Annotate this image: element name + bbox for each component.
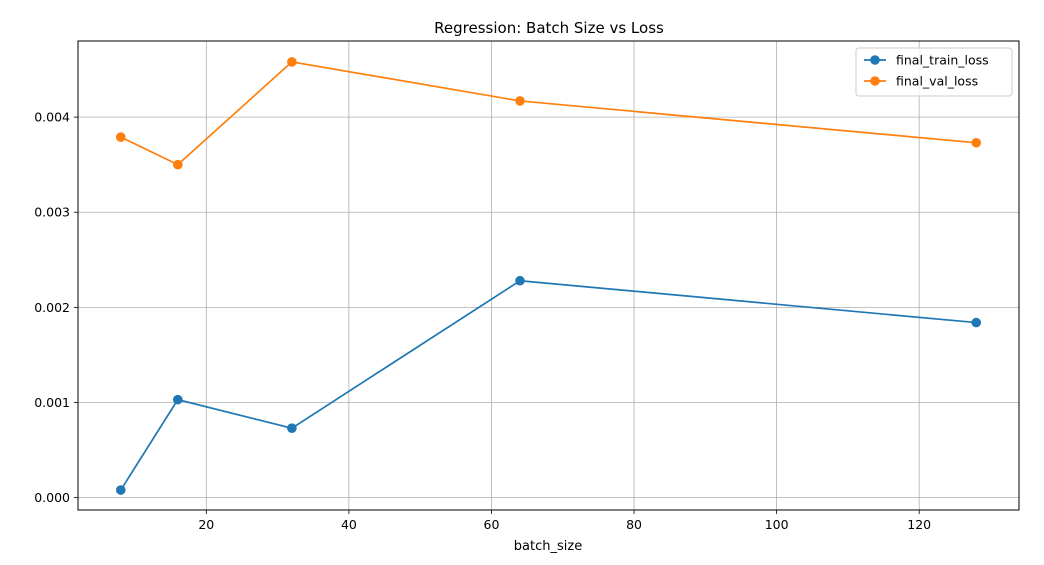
data-point [515,275,525,286]
x-tick-label: 40 [341,517,357,532]
data-point [173,394,183,405]
series-final_val_loss [115,57,982,170]
x-tick-label: 100 [765,517,789,532]
x-tick-label: 80 [626,517,642,532]
chart-title: Regression: Batch Size vs Loss [434,19,664,37]
legend-item: final_train_loss [864,53,989,68]
axis-ticks: 20 40 60 80 100 120 0.000 0.001 0.002 0.003 0.004 [34,110,931,532]
legend-item: final_val_loss [864,74,978,89]
data-point [115,132,126,142]
legend-marker [870,55,880,65]
y-tick-label: 0.000 [34,490,70,505]
data-point [115,485,126,495]
legend-label: final_train_loss [896,53,989,68]
x-axis-label: batch_size [514,539,582,554]
series-line [120,61,977,166]
legend: final_train_loss final_val_loss [855,47,1013,97]
y-tick-label: 0.001 [34,395,70,410]
data-point [287,423,297,433]
data-point [287,57,297,67]
legend-label: final_val_loss [896,74,978,89]
series-final_train_loss [115,275,982,495]
plot-frame [77,40,1020,511]
x-tick-label: 120 [907,517,931,532]
data-point [971,317,982,328]
x-tick-label: 20 [198,517,214,532]
data-point [173,159,183,170]
y-tick-label: 0.002 [34,300,70,315]
x-tick-label: 60 [484,517,500,532]
data-point [971,137,982,148]
legend-box [855,47,1013,97]
grid [78,41,1019,510]
series-layer [115,57,982,495]
legend-marker [870,76,880,86]
y-tick-label: 0.003 [34,205,70,220]
series-line [120,279,977,491]
y-tick-label: 0.004 [34,110,70,125]
data-point [515,96,525,106]
